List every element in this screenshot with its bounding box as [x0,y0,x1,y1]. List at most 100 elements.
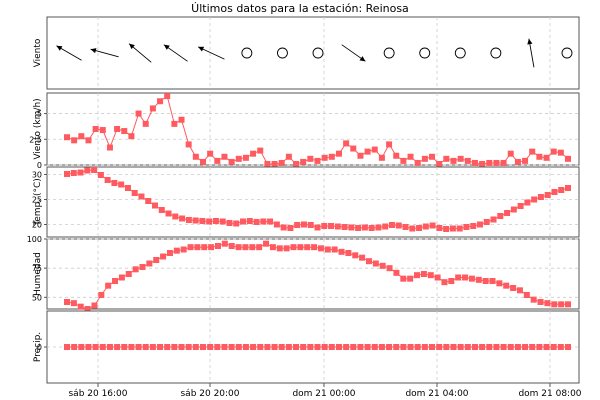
data-point [348,224,355,231]
data-point [138,193,145,200]
data-point [273,221,280,228]
data-point [145,198,152,204]
data-point [269,244,276,251]
y-tick-label: 20 [32,221,42,230]
data-point [321,154,328,161]
data-point [321,344,328,350]
data-point [246,218,253,224]
data-point [221,153,228,160]
data-point [172,213,179,220]
data-point [471,344,478,350]
data-point [276,245,283,252]
data-point [139,264,146,270]
data-point [420,271,427,277]
data-point [253,219,260,225]
data-point [300,158,307,165]
data-point [524,199,531,206]
data-point [551,189,558,195]
data-point [565,185,571,191]
data-point [106,344,113,350]
data-point [135,344,142,350]
wind-calm-marker [419,47,431,59]
data-point [221,344,228,350]
data-point [271,344,278,350]
data-point [99,344,106,350]
data-point [450,157,457,164]
data-point [365,258,372,265]
data-point [111,180,118,186]
data-point [364,344,371,350]
data-point [443,226,450,232]
data-point [343,140,350,147]
data-point [350,344,357,350]
data-point [192,153,199,160]
wind-calm-marker [383,47,395,59]
data-point [558,301,565,308]
data-point [550,148,557,155]
data-point [421,344,428,350]
data-point [436,344,443,350]
data-point [450,344,457,350]
data-point [507,150,514,157]
data-point [456,225,463,232]
data-point [149,344,156,350]
y-tick-label: 30 [32,171,42,180]
data-point [378,154,385,161]
data-point [78,344,85,350]
wind-calm-marker [312,47,324,59]
data-point [500,159,507,166]
data-point [199,218,206,224]
data-point [171,344,178,350]
data-point [70,170,77,176]
data-point [311,244,318,251]
data-point [359,254,366,261]
data-point [121,128,128,135]
data-point [483,219,490,225]
data-point [114,126,121,132]
wind-arrow [163,44,188,62]
panel-wind-speed: Viento (km/h) 0 2.5 5 [29,92,580,170]
data-point [400,344,407,350]
data-point [235,244,242,251]
data-point [173,247,180,254]
wind-calm-marker [276,47,288,59]
data-point [157,98,164,105]
data-point [314,157,321,164]
data-point [84,306,91,312]
data-point [106,144,113,151]
data-point [504,210,511,216]
data-point [221,240,228,247]
data-point [212,218,219,224]
data-point [500,344,507,350]
data-point [142,120,149,127]
data-point [283,245,290,252]
data-point [517,203,524,209]
data-point [565,344,571,350]
data-point [179,215,186,222]
data-point [228,344,235,350]
data-point [565,155,571,162]
data-point [551,301,558,308]
data-point [409,225,416,232]
data-point [407,344,414,350]
data-point [457,344,464,350]
data-point [285,153,292,160]
data-point [314,344,321,350]
data-point [157,344,164,350]
data-point [214,157,221,164]
data-point [91,302,98,309]
data-point [536,344,543,350]
data-point [386,344,393,350]
data-point [97,172,104,178]
data-point [240,218,247,225]
data-point [516,287,523,294]
data-point [64,134,70,141]
panel-precipitation: Precip.0 [33,310,580,384]
y-tick-label: 25 [32,196,42,205]
data-point [429,222,436,229]
panel-wind-direction: Viento [33,16,580,90]
data-point [132,266,139,273]
wind-calm-marker [241,47,253,59]
data-point [142,344,149,350]
data-point [414,159,421,166]
